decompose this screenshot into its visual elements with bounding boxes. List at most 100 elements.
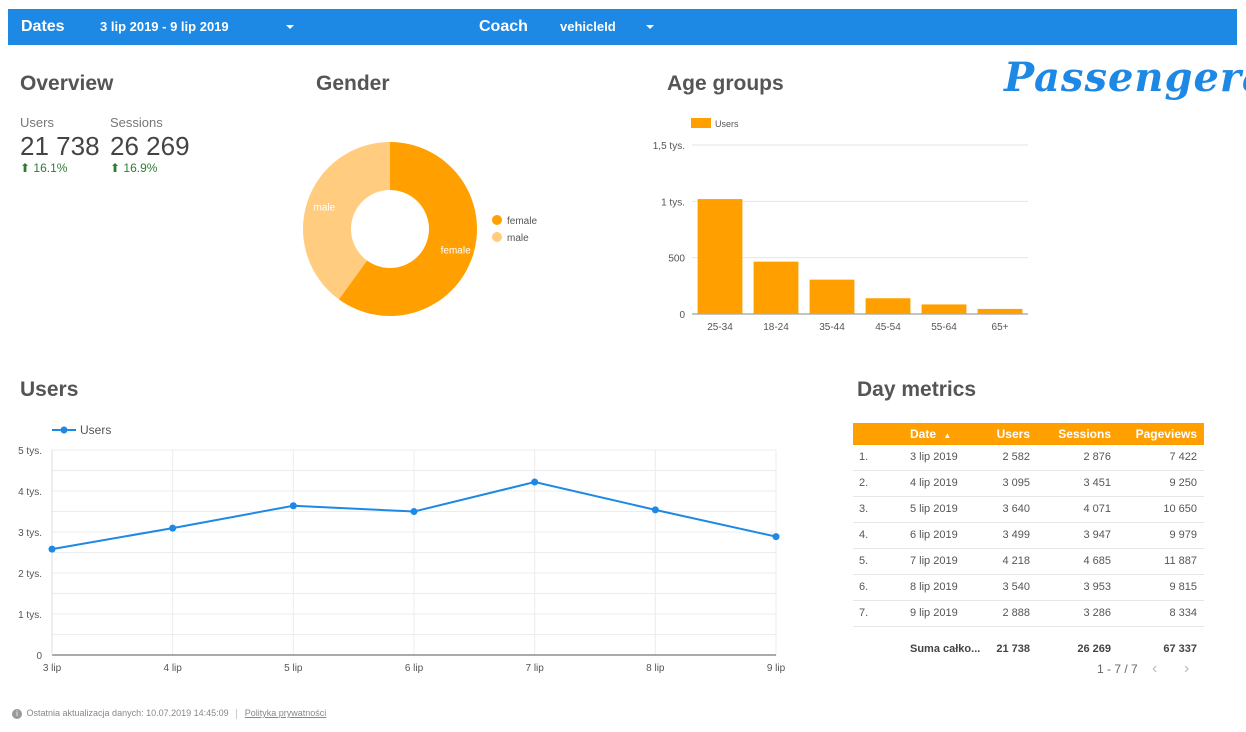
row-number: 7.: [859, 607, 869, 619]
cell-pageviews: 9 979: [1169, 529, 1197, 541]
cell-sessions: 2 876: [1083, 451, 1111, 463]
sessions-delta-value: 16.9%: [123, 161, 158, 175]
chevron-left-icon[interactable]: ‹: [1152, 660, 1158, 677]
divider: [236, 708, 238, 719]
chevron-down-icon[interactable]: [646, 25, 654, 29]
cell-pageviews: 10 650: [1163, 503, 1197, 515]
chevron-right-icon[interactable]: ›: [1184, 660, 1190, 677]
row-number: 3.: [859, 503, 869, 515]
legend-label-users: Users: [80, 423, 111, 437]
data-point-7-lip: [531, 478, 539, 486]
table-row: 5. 7 lip 2019 4 218 4 685 11 887: [853, 549, 1204, 575]
cell-users: 3 499: [1002, 529, 1030, 541]
users-delta-value: 16.1%: [33, 161, 68, 175]
legend-marker-female: [492, 215, 502, 225]
row-number: 6.: [859, 581, 869, 593]
x-tick-label: 4 lip: [163, 663, 182, 674]
legend-marker-users: [691, 118, 711, 128]
data-point-5-lip: [289, 502, 297, 510]
column-header-users[interactable]: Users: [996, 427, 1030, 441]
slice-label-female: female: [441, 245, 471, 256]
legend-label-male: male: [507, 233, 529, 244]
x-tick-label: 6 lip: [405, 663, 424, 674]
passengera-logo: Passengera: [1004, 54, 1246, 101]
users-kpi-delta: ⬆ 16.1%: [20, 161, 67, 175]
pie-slice-male: [303, 142, 390, 300]
cell-pageviews: 7 422: [1169, 451, 1197, 463]
x-tick-label: 18-24: [763, 322, 789, 333]
bar-35-44: [809, 279, 855, 314]
users-line-chart: 0 1 tys. 2 tys. 3 tys. 4 tys. 5 tys. 3 lip 4 li…: [18, 423, 786, 674]
row-number: 5.: [859, 555, 869, 567]
y-tick-label: 1 tys.: [661, 197, 685, 208]
table-total-row: Suma całko... 21 738 26 269 67 337: [853, 637, 1204, 667]
cell-date: 6 lip 2019: [910, 529, 958, 541]
x-tick-label: 3 lip: [43, 663, 62, 674]
gender-donut-chart: female male female male: [303, 142, 537, 316]
cell-pageviews: 9 815: [1169, 581, 1197, 593]
cell-users: 3 640: [1002, 503, 1030, 515]
cell-pageviews: 11 887: [1164, 555, 1197, 567]
table-row: 2. 4 lip 2019 3 095 3 451 9 250: [853, 471, 1204, 497]
table-row: 4. 6 lip 2019 3 499 3 947 9 979: [853, 523, 1204, 549]
cell-users: 3 540: [1002, 581, 1030, 593]
table-body: 1. 3 lip 2019 2 582 2 876 7 422 2. 4 lip 2019 3…: [853, 445, 1204, 627]
column-header-pageviews[interactable]: Pageviews: [1135, 427, 1197, 441]
bar-65+: [977, 308, 1023, 314]
x-tick-label: 25-34: [707, 322, 733, 333]
bar-45-54: [865, 298, 911, 314]
y-tick-label: 4 tys.: [18, 487, 42, 498]
arrow-up-icon: ⬆: [20, 161, 31, 175]
privacy-policy-link[interactable]: Polityka prywatności: [244, 708, 327, 718]
x-tick-label: 7 lip: [525, 663, 544, 674]
table-row: 7. 9 lip 2019 2 888 3 286 8 334: [853, 601, 1204, 627]
column-header-date-label: Date: [910, 427, 937, 441]
footer: i Ostatnia aktualizacja danych: 10.07.20…: [12, 708, 326, 719]
bar-18-24: [753, 261, 799, 314]
data-point-9-lip: [772, 533, 780, 541]
row-number: 1.: [859, 451, 869, 463]
y-tick-label: 5 tys.: [18, 446, 42, 457]
bar-55-64: [921, 304, 967, 314]
cell-sessions: 3 953: [1083, 581, 1111, 593]
table-header: Date ▲ Users Sessions Pageviews: [853, 423, 1204, 445]
coach-selector[interactable]: vehicleId: [560, 19, 616, 34]
cell-users: 2 582: [1002, 451, 1030, 463]
cell-date: 3 lip 2019: [910, 451, 958, 463]
table-row: 1. 3 lip 2019 2 582 2 876 7 422: [853, 445, 1204, 471]
cell-date: 8 lip 2019: [910, 581, 958, 593]
bar-25-34: [697, 199, 743, 314]
cell-sessions: 3 947: [1083, 529, 1111, 541]
day-metrics-title: Day metrics: [857, 378, 977, 401]
cell-sessions: 3 451: [1083, 477, 1111, 489]
total-label: Suma całko...: [910, 643, 981, 655]
x-tick-label: 65+: [992, 322, 1009, 333]
y-tick-label: 1,5 tys.: [653, 141, 685, 152]
x-tick-label: 55-64: [931, 322, 957, 333]
cell-pageviews: 9 250: [1169, 477, 1197, 489]
cell-sessions: 4 071: [1083, 503, 1111, 515]
row-number: 2.: [859, 477, 869, 489]
coach-label: Coach: [479, 18, 528, 35]
column-header-sessions[interactable]: Sessions: [1058, 427, 1111, 441]
pagination-info: 1 - 7 / 7: [1097, 662, 1138, 676]
data-point-8-lip: [651, 506, 659, 514]
info-icon: i: [12, 708, 22, 719]
table-row: 6. 8 lip 2019 3 540 3 953 9 815: [853, 575, 1204, 601]
legend-marker-users: [60, 426, 68, 434]
cell-sessions: 4 685: [1083, 555, 1111, 567]
dates-label: Dates: [21, 18, 65, 35]
cell-date: 7 lip 2019: [910, 555, 958, 567]
cell-date: 5 lip 2019: [910, 503, 958, 515]
x-tick-label: 45-54: [875, 322, 901, 333]
cell-users: 3 095: [1002, 477, 1030, 489]
column-header-date[interactable]: Date ▲: [910, 423, 951, 447]
data-point-6-lip: [410, 508, 418, 516]
x-tick-label: 5 lip: [284, 663, 303, 674]
total-sessions: 26 269: [1077, 643, 1111, 655]
chevron-down-icon[interactable]: [286, 25, 294, 29]
cell-date: 4 lip 2019: [910, 477, 958, 489]
age-groups-title: Age groups: [667, 72, 784, 95]
date-range-selector[interactable]: 3 lip 2019 - 9 lip 2019: [100, 19, 229, 34]
filter-bar: Dates 3 lip 2019 - 9 lip 2019 Coach vehi…: [8, 9, 1237, 45]
